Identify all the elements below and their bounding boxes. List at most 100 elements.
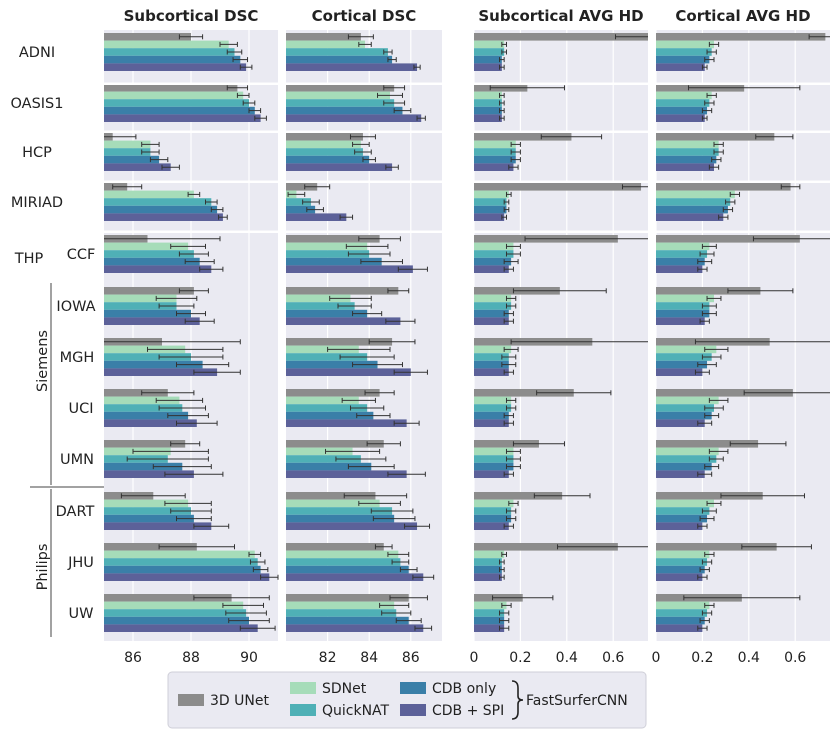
bar-umn-4 — [286, 470, 407, 478]
bar-uci-3 — [474, 411, 509, 420]
bar-oasis1-2 — [656, 99, 710, 107]
bar-uci-2 — [474, 404, 512, 412]
row-label-uw: UW — [69, 606, 94, 622]
panel-background — [474, 85, 648, 131]
bar-ccf-4 — [286, 265, 413, 273]
bar-iowa-3 — [656, 309, 710, 318]
bar-oasis1-3 — [656, 106, 708, 115]
bar-mgh-2 — [474, 353, 509, 361]
bar-iowa-2 — [656, 302, 710, 310]
bar-dart-4 — [474, 522, 509, 530]
bar-ccf-2 — [286, 250, 370, 258]
bar-miriad-2 — [474, 198, 507, 206]
bar-dart-1 — [104, 499, 189, 508]
bar-jhu-1 — [474, 550, 505, 559]
bar-miriad-2 — [104, 198, 212, 206]
bar-mgh-4 — [656, 368, 703, 376]
bar-adni-3 — [286, 55, 393, 64]
bar-mgh-1 — [286, 345, 359, 354]
bar-hcp-3 — [104, 155, 160, 164]
bar-iowa-1 — [104, 294, 177, 303]
bar-jhu-2 — [286, 558, 401, 566]
panel-title: Cortical DSC — [312, 7, 417, 25]
bar-jhu-3 — [656, 565, 705, 574]
bar-uci-1 — [104, 396, 180, 405]
bar-mgh-1 — [474, 345, 512, 354]
panel-2: 0 0.2 0.4 0.6 Subcortical AVG HD — [470, 7, 648, 666]
bar-hcp-0 — [286, 133, 363, 141]
bar-miriad-3 — [286, 205, 316, 214]
bar-hcp-1 — [474, 140, 516, 149]
bar-umn-4 — [474, 470, 509, 478]
bar-iowa-3 — [286, 309, 368, 318]
bar-mgh-3 — [104, 360, 203, 369]
bar-miriad-0 — [656, 183, 791, 191]
bar-mgh-4 — [474, 368, 509, 376]
bar-miriad-3 — [656, 205, 728, 214]
row-label-jhu: JHU — [67, 555, 94, 571]
bar-adni-0 — [474, 33, 648, 41]
x-tick-label: 0 — [470, 650, 479, 666]
legend-label-3: CDB only — [432, 681, 496, 697]
bar-iowa-0 — [286, 287, 399, 295]
row-label-iowa: IOWA — [56, 299, 95, 315]
panel-1: 82 84 86 Cortical DSC — [286, 7, 442, 666]
bar-miriad-4 — [286, 213, 347, 221]
bar-umn-0 — [656, 440, 759, 448]
bar-adni-4 — [286, 63, 418, 71]
bar-miriad-1 — [104, 190, 194, 199]
bar-umn-0 — [104, 440, 186, 448]
bar-miriad-3 — [474, 205, 507, 214]
panel-title: Subcortical DSC — [124, 7, 259, 25]
bar-hcp-2 — [104, 148, 151, 156]
bar-uw-0 — [104, 594, 232, 602]
bar-uw-2 — [474, 609, 505, 617]
group-label-siemens: Siemens — [35, 330, 51, 392]
bar-mgh-3 — [474, 360, 509, 369]
bar-dart-1 — [474, 499, 514, 508]
bar-uci-4 — [474, 419, 509, 427]
bar-umn-3 — [104, 462, 183, 471]
bar-jhu-0 — [474, 543, 618, 551]
bar-jhu-3 — [474, 565, 502, 574]
bar-hcp-4 — [286, 163, 393, 171]
bar-iowa-1 — [474, 294, 512, 303]
bar-jhu-1 — [656, 550, 710, 559]
x-tick-label: 0 — [652, 650, 661, 666]
bar-ccf-2 — [474, 250, 514, 258]
bar-adni-1 — [286, 40, 366, 49]
bar-ccf-1 — [104, 242, 189, 251]
bar-uw-3 — [656, 616, 705, 625]
bar-dart-0 — [474, 492, 563, 500]
legend-label-2: QuickNAT — [322, 703, 390, 719]
bar-adni-2 — [104, 48, 235, 56]
bar-uw-4 — [656, 624, 703, 632]
bar-dart-2 — [286, 507, 393, 515]
bar-iowa-4 — [656, 317, 705, 325]
row-label-adni: ADNI — [19, 45, 55, 61]
bar-dart-0 — [286, 492, 376, 500]
bar-dart-4 — [104, 522, 212, 530]
x-tick-label: 88 — [182, 650, 200, 666]
bar-uw-1 — [474, 601, 507, 610]
bar-iowa-4 — [104, 317, 200, 325]
bar-hcp-2 — [474, 148, 516, 156]
bar-dart-2 — [104, 507, 191, 515]
bar-oasis1-4 — [656, 114, 705, 122]
x-tick-label: 0.6 — [784, 650, 806, 666]
bar-hcp-1 — [656, 140, 719, 149]
bar-jhu-4 — [474, 573, 502, 581]
bar-oasis1-0 — [286, 84, 395, 92]
bar-miriad-4 — [104, 213, 223, 221]
bar-ccf-1 — [474, 242, 514, 251]
panel-title: Subcortical AVG HD — [478, 7, 643, 25]
bar-ccf-2 — [104, 250, 194, 258]
bar-iowa-4 — [286, 317, 401, 325]
x-tick-label: 84 — [360, 650, 378, 666]
bar-hcp-1 — [104, 140, 151, 149]
legend-group-label: FastSurferCNN — [526, 693, 628, 709]
bar-adni-3 — [656, 55, 710, 64]
bar-dart-3 — [286, 514, 395, 523]
bar-jhu-2 — [656, 558, 708, 566]
